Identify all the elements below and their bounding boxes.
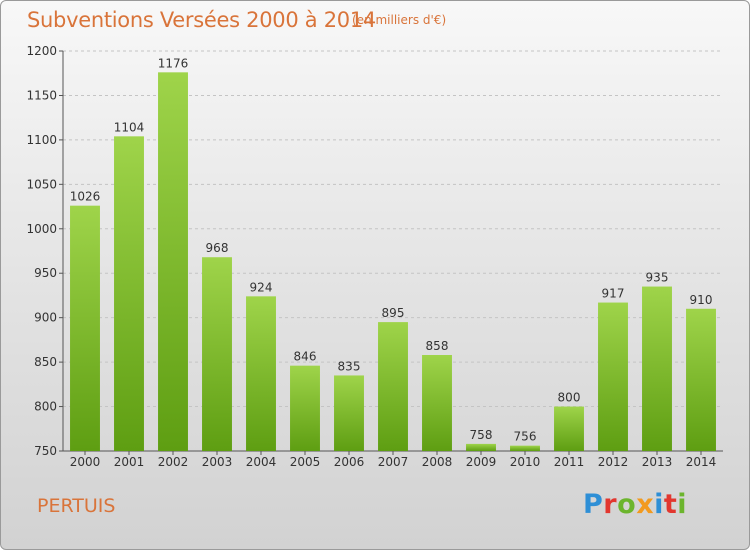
bar-2000 [70, 205, 100, 451]
bar-2004 [246, 296, 276, 451]
data-label: 858 [426, 339, 449, 353]
logo-letter: x [636, 489, 655, 520]
x-tick-label: 2013 [642, 455, 673, 469]
data-label: 1176 [158, 56, 189, 70]
y-tick-label: 1150 [26, 88, 57, 102]
x-tick-label: 2003 [202, 455, 233, 469]
data-label-layer: 1026 1104 1176 968 924 846 835 895 858 758 756 800 9… [70, 56, 713, 443]
x-tick-label: 2008 [422, 455, 453, 469]
x-tick-label: 2014 [686, 455, 717, 469]
x-tick-label: 2004 [246, 455, 277, 469]
x-tick-label: 2010 [510, 455, 541, 469]
x-tick-label: 2006 [334, 455, 365, 469]
y-tick-label: 850 [34, 355, 57, 369]
y-tick-label: 1050 [26, 177, 57, 191]
data-label: 917 [602, 287, 625, 301]
logo-letter: i [654, 489, 664, 520]
chart-subtitle: (en milliers d'€) [352, 13, 447, 27]
data-label: 1026 [70, 190, 101, 204]
data-label: 846 [294, 350, 317, 364]
x-tick-label: 2005 [290, 455, 321, 469]
x-tick-label: 2001 [114, 455, 145, 469]
bar-2005 [290, 365, 320, 451]
bar-2001 [114, 136, 144, 452]
bar-2009 [466, 443, 496, 451]
bar-2007 [378, 322, 408, 451]
logo-letter: o [617, 489, 637, 520]
place-name: PERTUIS [37, 495, 116, 517]
proxiti-logo[interactable]: Proxiti [583, 489, 687, 520]
data-label: 758 [470, 428, 493, 442]
y-tick-label: 900 [34, 311, 57, 325]
data-label: 800 [558, 391, 581, 405]
data-label: 935 [646, 271, 669, 285]
data-label: 968 [206, 241, 229, 255]
bar-2010 [510, 445, 540, 451]
chart-title: Subventions Versées 2000 à 2014 [27, 8, 376, 32]
y-tick-label: 800 [34, 400, 57, 414]
bar-2011 [554, 406, 584, 451]
bar-2002 [158, 72, 188, 451]
x-tick-label: 2009 [466, 455, 497, 469]
logo-letter: i [677, 489, 688, 520]
bar-2013 [642, 286, 672, 451]
data-label: 924 [250, 280, 273, 294]
data-label: 756 [514, 430, 537, 444]
bar-2006 [334, 375, 364, 451]
data-label: 910 [690, 293, 713, 307]
data-label: 895 [382, 306, 405, 320]
logo-letter: r [603, 489, 618, 520]
axis-layer: 750 800 850 900 950 1000 1050 1100 1150 1200 2000 2… [26, 44, 723, 469]
x-tick-label: 2000 [70, 455, 101, 469]
y-tick-label: 750 [34, 444, 57, 458]
bar-2003 [202, 257, 232, 451]
data-label: 835 [338, 359, 361, 373]
y-tick-label: 1200 [26, 44, 57, 58]
y-tick-label: 1000 [26, 222, 57, 236]
x-tick-label: 2011 [554, 455, 585, 469]
x-tick-label: 2007 [378, 455, 409, 469]
y-tick-label: 1100 [26, 133, 57, 147]
bar-layer [70, 72, 716, 452]
bar-2008 [422, 355, 452, 451]
bar-2014 [686, 308, 716, 451]
logo-letter: P [583, 489, 604, 520]
x-tick-label: 2012 [598, 455, 629, 469]
logo-letter: t [663, 489, 678, 520]
x-tick-label: 2002 [158, 455, 189, 469]
data-label: 1104 [114, 120, 145, 134]
bar-2012 [598, 302, 628, 451]
y-tick-label: 950 [34, 266, 57, 280]
